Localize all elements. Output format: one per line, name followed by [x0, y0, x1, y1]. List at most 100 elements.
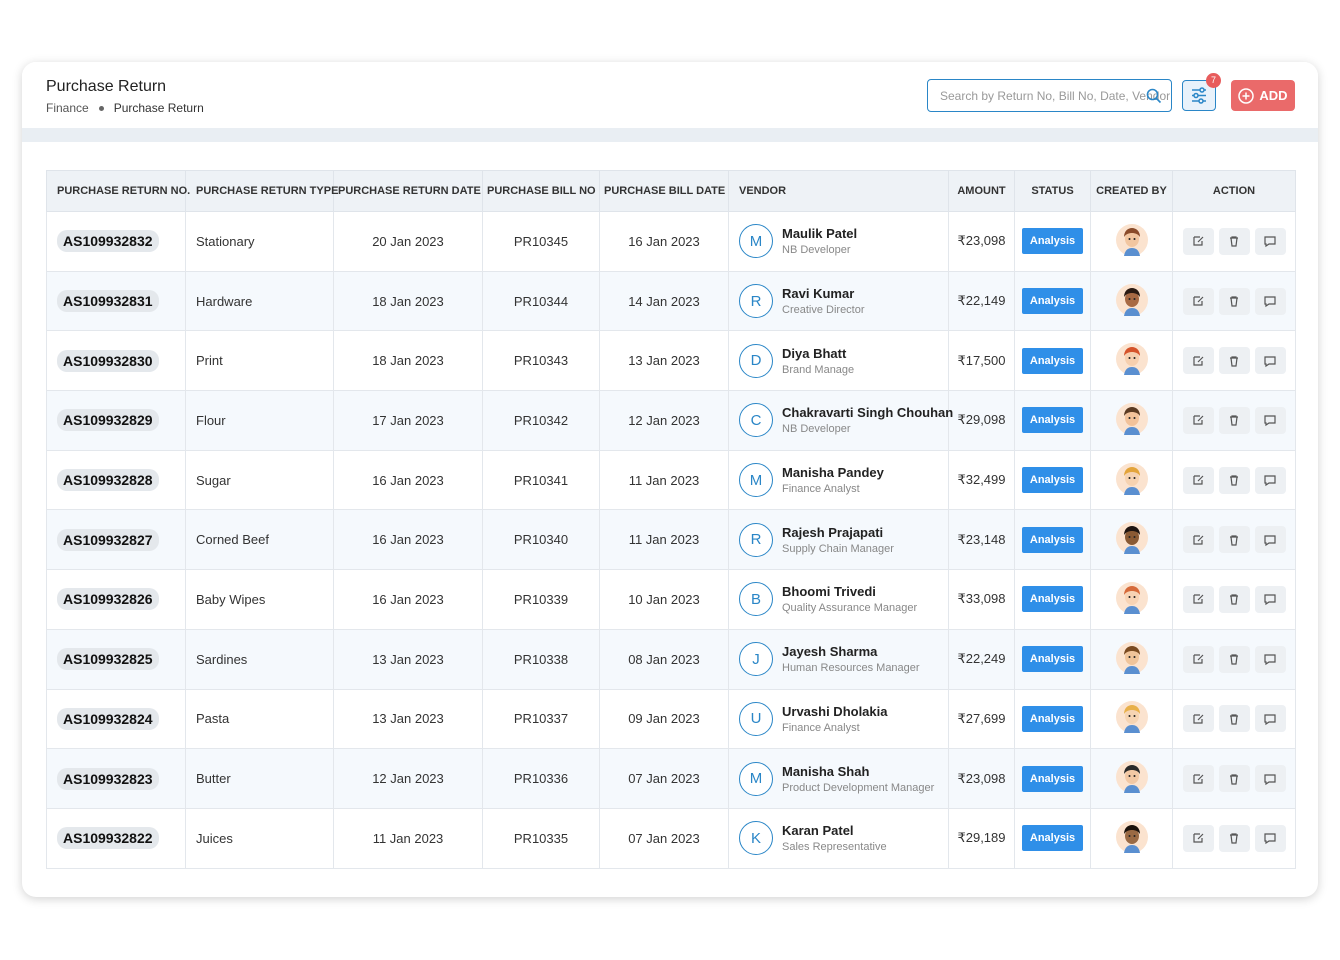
edit-button[interactable] — [1182, 526, 1214, 554]
cell: AS109932823 — [46, 748, 186, 809]
table-row: AS109932825 Sardines 13 Jan 2023 PR10338 08 … — [46, 628, 1296, 690]
comment-button[interactable] — [1254, 526, 1286, 554]
status-badge[interactable]: Analysis — [1021, 586, 1084, 613]
add-button[interactable]: ADD — [1231, 80, 1295, 111]
status-badge[interactable]: Analysis — [1021, 288, 1084, 315]
status-badge[interactable]: Analysis — [1021, 705, 1084, 732]
delete-button[interactable] — [1218, 705, 1250, 733]
status-badge[interactable]: Analysis — [1021, 228, 1084, 255]
return-number[interactable]: AS109932830 — [57, 349, 159, 372]
return-number[interactable]: AS109932831 — [57, 290, 159, 313]
column-header: PURCHASE BILL DATE — [599, 170, 729, 212]
status-badge[interactable]: Analysis — [1021, 765, 1084, 792]
return-date: 18 Jan 2023 — [333, 330, 483, 392]
edit-icon — [1193, 833, 1204, 843]
vendor-name: Manisha Shah — [782, 763, 870, 779]
bill-number: PR10335 — [482, 807, 600, 869]
comment-button[interactable] — [1254, 585, 1286, 613]
status-badge[interactable]: Analysis — [1021, 467, 1084, 494]
return-number[interactable]: AS109932826 — [57, 588, 159, 611]
return-date: 12 Jan 2023 — [333, 748, 483, 809]
comment-button[interactable] — [1254, 227, 1286, 255]
edit-icon — [1193, 594, 1204, 605]
column-header: VENDOR — [728, 170, 949, 212]
breadcrumb-link[interactable]: Finance — [46, 101, 89, 115]
edit-button[interactable] — [1182, 705, 1214, 733]
amount: ₹29,189 — [948, 807, 1015, 869]
vendor-role: Quality Assurance Manager — [782, 602, 918, 615]
comment-button[interactable] — [1254, 406, 1286, 434]
return-number[interactable]: AS109932829 — [57, 409, 159, 432]
edit-button[interactable] — [1182, 824, 1214, 852]
table-row: AS109932829 Flour 17 Jan 2023 PR10342 12 Jan… — [46, 390, 1296, 451]
return-number[interactable]: AS109932828 — [57, 469, 159, 492]
vendor-text: Bhoomi Trivedi Quality Assurance Manager — [782, 584, 917, 614]
delete-button[interactable] — [1218, 466, 1250, 494]
comment-button[interactable] — [1254, 765, 1286, 793]
comment-icon — [1264, 714, 1276, 725]
status-badge[interactable]: Analysis — [1021, 825, 1084, 852]
cell: AS109932830 — [46, 330, 186, 392]
amount: ₹23,098 — [948, 748, 1015, 809]
creator-avatar — [1115, 402, 1148, 435]
return-number[interactable]: AS109932823 — [57, 767, 159, 790]
delete-button[interactable] — [1218, 406, 1250, 434]
comment-button[interactable] — [1254, 347, 1286, 375]
search-input[interactable]: Search by Return No, Bill No, Date, Vend… — [927, 79, 1172, 112]
comment-icon — [1264, 654, 1276, 666]
return-type: Flour — [185, 390, 334, 451]
delete-button[interactable] — [1218, 347, 1250, 375]
delete-icon — [1230, 594, 1238, 606]
return-number[interactable]: AS109932824 — [57, 707, 159, 730]
cell: Analysis — [1014, 390, 1091, 451]
cell: M Manisha Shah Product Development Manager — [728, 748, 949, 809]
vendor: R Ravi Kumar Creative Director — [739, 284, 942, 319]
amount: ₹33,098 — [948, 569, 1015, 630]
edit-button[interactable] — [1182, 645, 1214, 673]
edit-button[interactable] — [1182, 347, 1214, 375]
table-row: AS109932832 Stationary 20 Jan 2023 PR10345 1… — [46, 211, 1296, 272]
vendor-role: Creative Director — [782, 304, 865, 317]
delete-button[interactable] — [1218, 585, 1250, 613]
edit-button[interactable] — [1182, 406, 1214, 434]
cell: J Jayesh Sharma Human Resources Manager — [728, 628, 949, 690]
comment-button[interactable] — [1254, 705, 1286, 733]
delete-button[interactable] — [1218, 287, 1250, 315]
edit-button[interactable] — [1182, 466, 1214, 494]
status-badge[interactable]: Analysis — [1021, 646, 1084, 673]
delete-button[interactable] — [1218, 645, 1250, 673]
edit-button[interactable] — [1182, 227, 1214, 255]
bill-number: PR10344 — [482, 270, 600, 332]
delete-icon — [1230, 833, 1238, 844]
vendor-text: Diya Bhatt Brand Manage — [782, 346, 854, 376]
data-table: PURCHASE RETURN NO. PURCHASE RETURN TYPE P… — [46, 170, 1296, 869]
comment-button[interactable] — [1254, 645, 1286, 673]
status-badge[interactable]: Analysis — [1021, 347, 1084, 374]
comment-button[interactable] — [1254, 287, 1286, 315]
status-badge[interactable]: Analysis — [1021, 407, 1084, 434]
delete-button[interactable] — [1218, 824, 1250, 852]
return-type: Juices — [185, 807, 334, 869]
comment-button[interactable] — [1254, 466, 1286, 494]
delete-button[interactable] — [1218, 227, 1250, 255]
edit-button[interactable] — [1182, 765, 1214, 793]
comment-button[interactable] — [1254, 824, 1286, 852]
delete-button[interactable] — [1218, 526, 1250, 554]
return-number[interactable]: AS109932822 — [57, 827, 159, 850]
status-badge[interactable]: Analysis — [1021, 526, 1084, 553]
vendor-text: Manisha Pandey Finance Analyst — [782, 465, 884, 495]
return-number[interactable]: AS109932832 — [57, 230, 159, 253]
actions — [1179, 705, 1289, 733]
return-date: 11 Jan 2023 — [333, 807, 483, 869]
bill-date: 12 Jan 2023 — [599, 390, 729, 451]
return-number[interactable]: AS109932827 — [57, 528, 159, 551]
vendor-role: NB Developer — [782, 423, 851, 436]
delete-button[interactable] — [1218, 765, 1250, 793]
divider-band — [22, 128, 1318, 142]
edit-button[interactable] — [1182, 287, 1214, 315]
return-number[interactable]: AS109932825 — [57, 648, 159, 671]
cell — [1172, 628, 1296, 690]
creator-avatar — [1115, 223, 1148, 256]
edit-button[interactable] — [1182, 585, 1214, 613]
vendor-name: Ravi Kumar — [782, 286, 855, 302]
